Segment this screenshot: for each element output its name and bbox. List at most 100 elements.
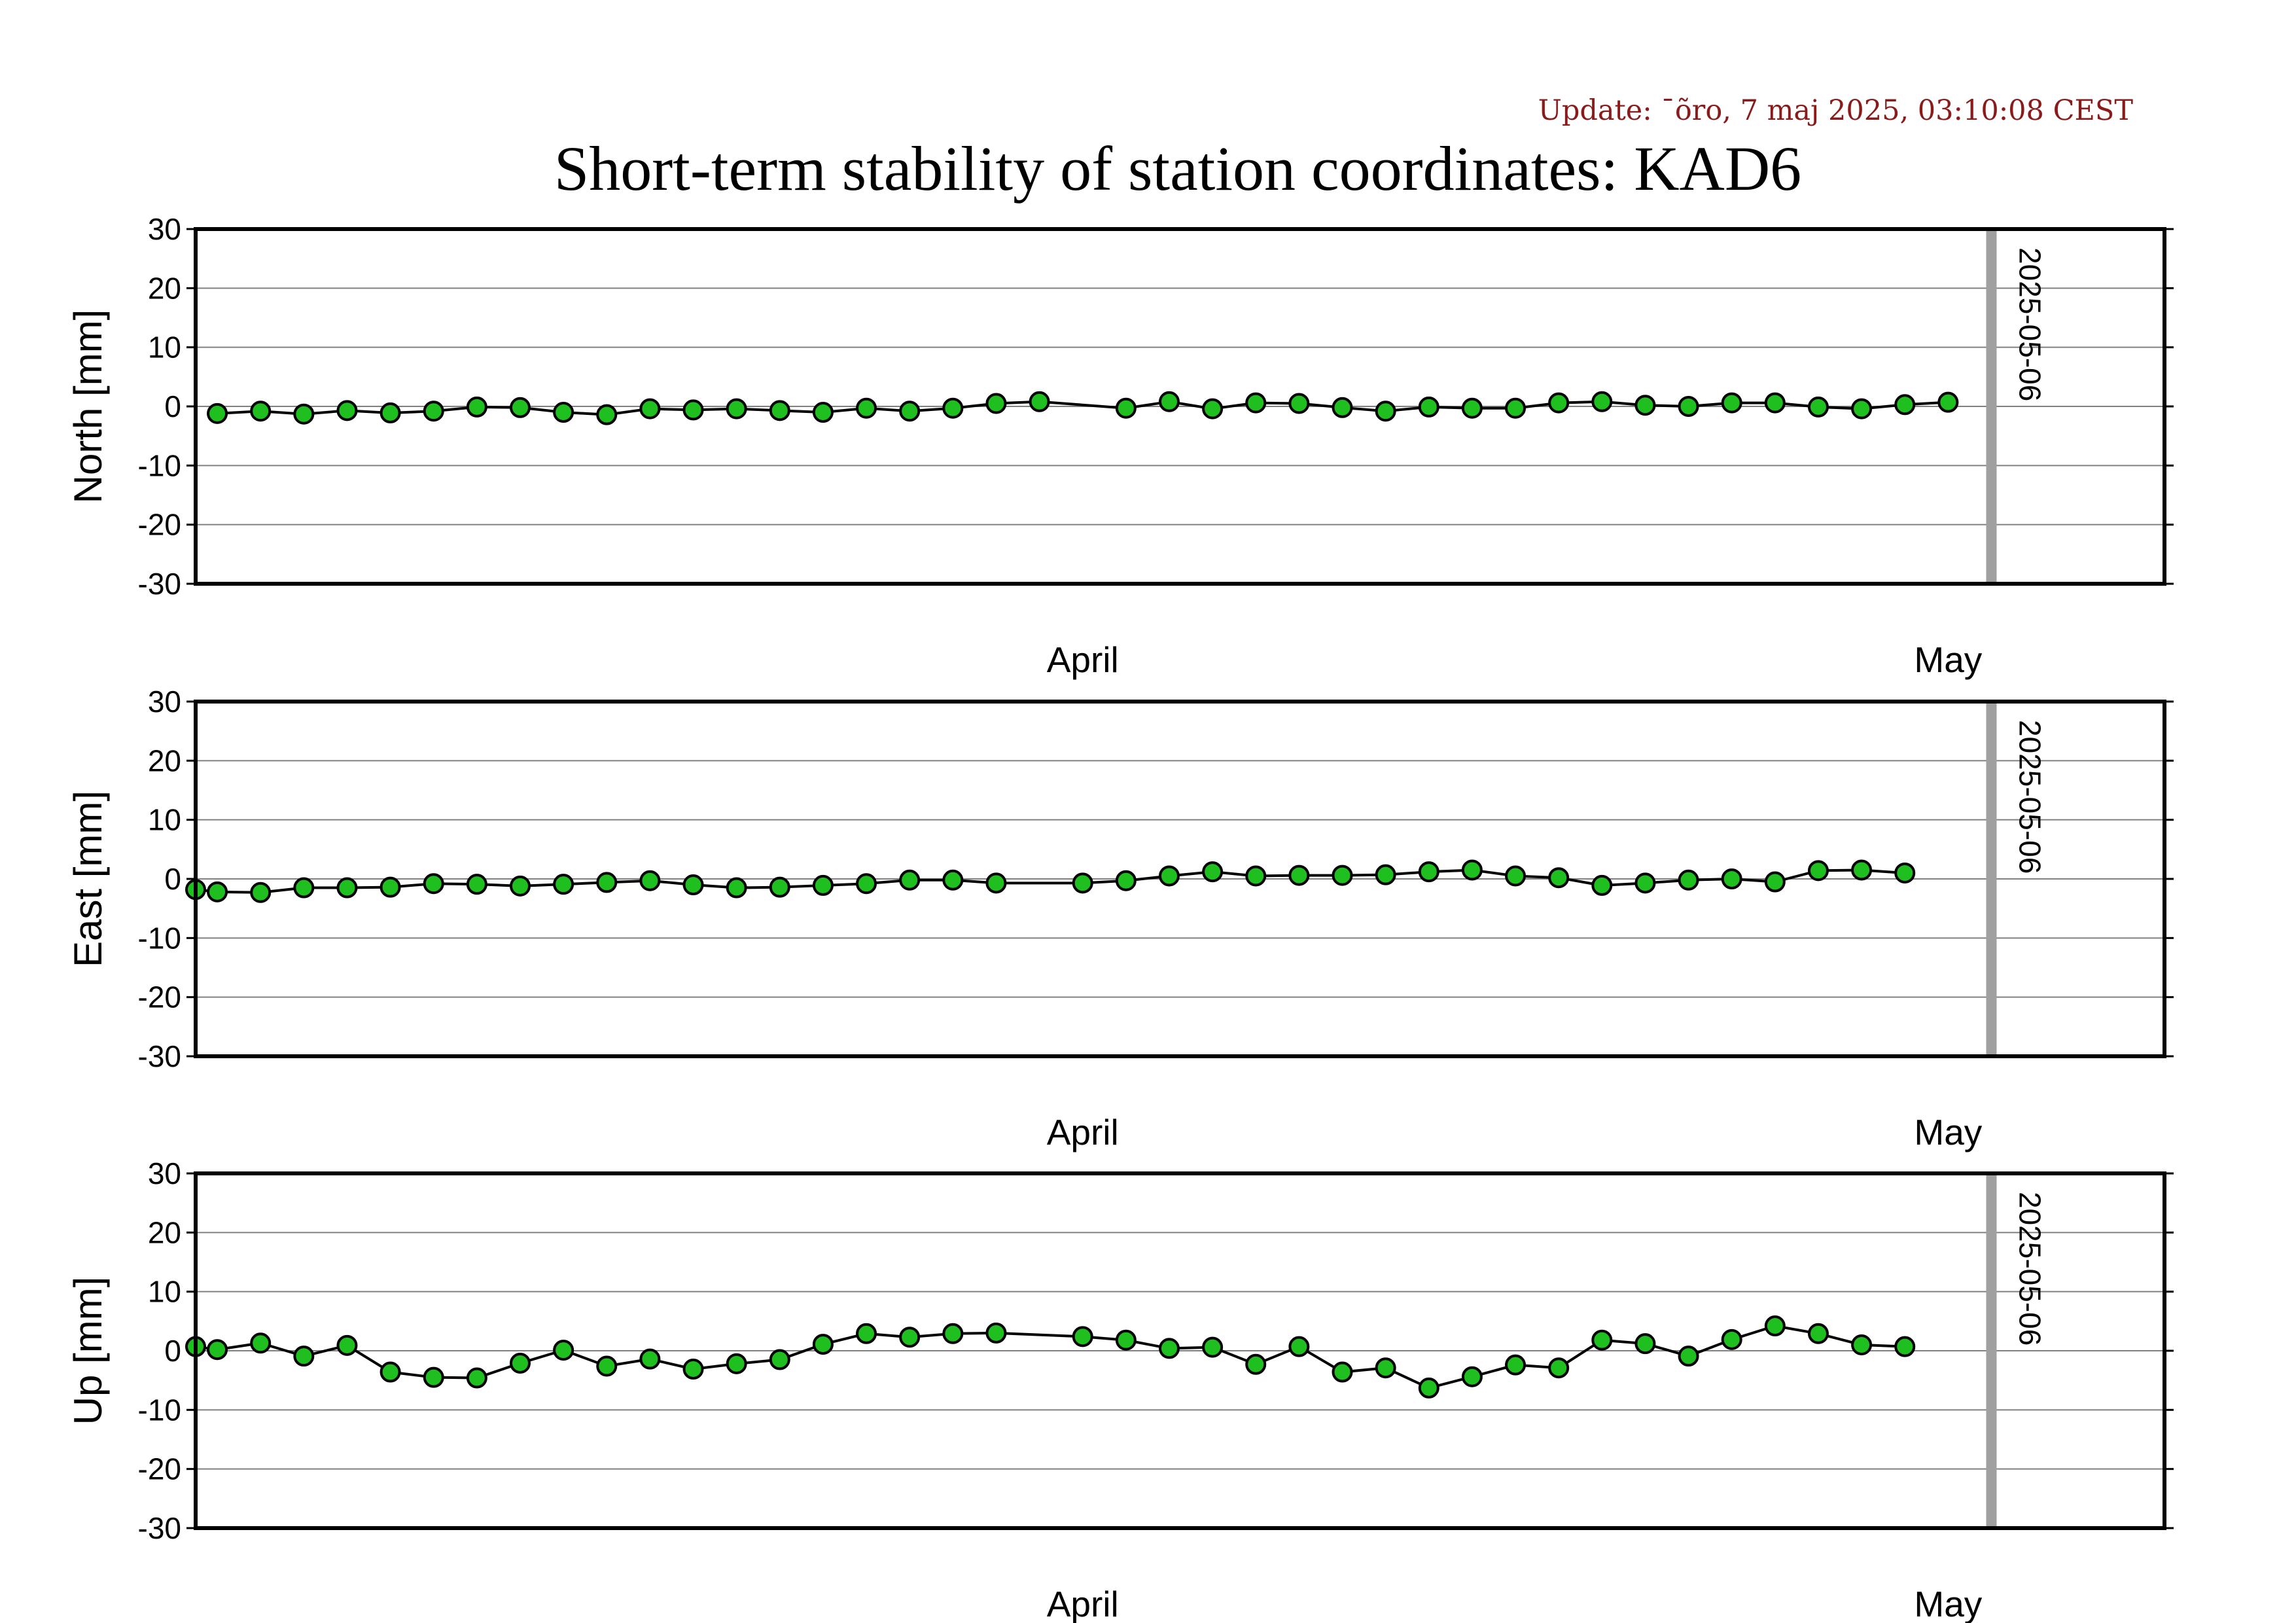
- data-point: [942, 397, 964, 419]
- data-point: [1548, 1357, 1570, 1379]
- data-point: [769, 876, 790, 898]
- data-point: [1764, 392, 1786, 414]
- data-point: [380, 876, 401, 898]
- data-point: [1332, 1361, 1353, 1383]
- data-point: [1288, 393, 1310, 414]
- data-point: [1115, 397, 1137, 419]
- y-tick-label: 0: [164, 389, 181, 423]
- current-date-label: 2025-05-06: [2013, 1192, 2047, 1346]
- series-line: [217, 400, 1949, 416]
- data-point: [682, 874, 704, 896]
- data-point: [1332, 397, 1353, 418]
- data-point: [1245, 392, 1267, 414]
- data-point: [466, 396, 487, 418]
- data-point: [985, 393, 1007, 414]
- panels: 30 20 10 0 -10 -20 -30 North [mm] 2025-05-06 Apri…: [66, 212, 2174, 1623]
- data-point: [726, 1353, 747, 1374]
- y-tick-label: -30: [138, 1039, 181, 1073]
- data-point: [812, 402, 834, 423]
- y-tick-label: 20: [148, 271, 181, 305]
- data-point: [1288, 1336, 1310, 1357]
- data-point: [1894, 394, 1916, 416]
- x-month-label: April: [1047, 639, 1119, 680]
- data-point: [1634, 395, 1656, 416]
- data-point: [1591, 874, 1613, 896]
- data-point: [1461, 859, 1483, 881]
- data-point: [1851, 859, 1873, 881]
- data-point: [1721, 392, 1742, 414]
- data-point: [1721, 1329, 1742, 1350]
- data-point: [899, 869, 921, 891]
- data-point: [1072, 872, 1093, 894]
- y-tick-label: -30: [138, 567, 181, 601]
- data-point: [1505, 397, 1527, 419]
- data-point: [1158, 1338, 1180, 1359]
- data-point: [1202, 861, 1224, 883]
- data-point: [1375, 864, 1396, 885]
- data-point: [250, 401, 272, 422]
- data-point: [899, 1327, 921, 1348]
- data-point: [509, 875, 531, 897]
- data-point: [336, 1334, 358, 1356]
- y-tick-label: 0: [164, 1334, 181, 1368]
- data-point: [726, 398, 747, 419]
- data-point: [1158, 391, 1180, 412]
- data-point: [1505, 1354, 1527, 1376]
- data-point: [423, 873, 444, 895]
- data-point: [1418, 396, 1439, 418]
- data-point: [250, 882, 272, 903]
- y-tick-label: -30: [138, 1511, 181, 1545]
- data-point: [1202, 1336, 1224, 1358]
- data-point: [293, 403, 315, 425]
- data-point: [207, 881, 228, 902]
- series-line: [195, 1325, 1905, 1390]
- x-month-label: May: [1914, 1584, 1982, 1623]
- x-month-label: April: [1047, 1584, 1119, 1623]
- data-point: [336, 877, 358, 899]
- data-point: [899, 401, 921, 422]
- y-tick-label: -20: [138, 980, 181, 1014]
- data-point: [726, 877, 747, 899]
- data-point: [1634, 872, 1656, 894]
- data-point: [1158, 865, 1180, 887]
- y-tick-label: 20: [148, 743, 181, 777]
- x-month-label: May: [1914, 1112, 1982, 1152]
- data-point: [509, 397, 531, 418]
- data-point: [682, 399, 704, 421]
- data-point: [1115, 870, 1137, 891]
- y-tick-label: -20: [138, 1452, 181, 1486]
- y-tick-label: 30: [148, 212, 181, 246]
- y-tick-label: 20: [148, 1215, 181, 1249]
- data-point: [1807, 396, 1829, 418]
- x-month-label: May: [1914, 639, 1982, 680]
- data-point: [769, 400, 790, 421]
- data-point: [1072, 1326, 1093, 1347]
- plot-frame: [194, 700, 2166, 1058]
- data-point: [596, 872, 618, 893]
- data-point: [1764, 871, 1786, 893]
- data-point: [1678, 1346, 1699, 1367]
- data-point: [856, 1323, 877, 1344]
- data-point: [1591, 391, 1613, 412]
- data-point: [207, 402, 228, 424]
- data-point: [293, 877, 315, 899]
- data-point: [1937, 391, 1959, 413]
- data-point: [1851, 398, 1873, 419]
- data-point: [1894, 1336, 1916, 1357]
- data-point: [380, 402, 401, 423]
- data-point: [1375, 1357, 1396, 1379]
- plot-frame: [194, 227, 2166, 586]
- data-point: [1591, 1329, 1613, 1351]
- data-point: [1461, 1366, 1483, 1387]
- data-point: [856, 397, 877, 419]
- data-point: [1807, 860, 1829, 882]
- data-point: [639, 398, 661, 419]
- y-tick-label: 10: [148, 803, 181, 837]
- update-timestamp: Update: ¯õro, 7 maj 2025, 03:10:08 CEST: [1538, 94, 2134, 127]
- data-point: [639, 870, 661, 891]
- data-point: [1418, 1377, 1439, 1399]
- data-point: [1505, 865, 1527, 887]
- data-point: [380, 1361, 401, 1383]
- data-point: [985, 872, 1007, 894]
